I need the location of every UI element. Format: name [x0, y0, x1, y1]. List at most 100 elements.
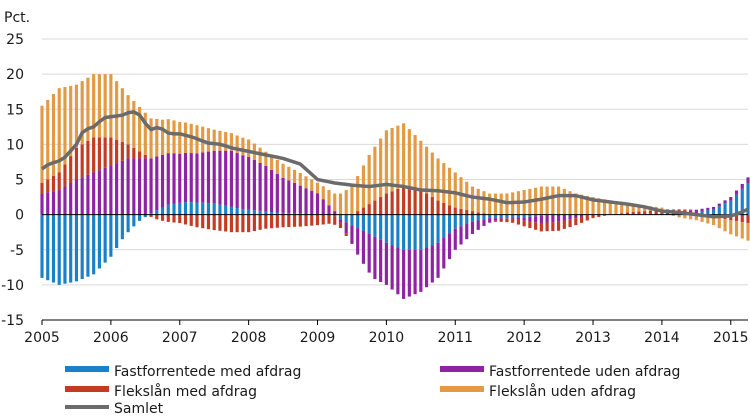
bar-fast-uden: [396, 247, 400, 295]
bar-fast-med: [57, 214, 61, 285]
bar-fast-uden: [172, 153, 176, 204]
bar-fast-med: [189, 202, 193, 215]
bar-flex-med: [247, 214, 251, 233]
bar-fast-uden: [723, 200, 727, 204]
bar-fast-uden: [178, 153, 182, 203]
bar-fast-med: [476, 214, 480, 221]
bar-flex-uden: [694, 214, 698, 221]
bar-flex-med: [625, 212, 630, 215]
bar-fast-uden: [465, 223, 469, 240]
bar-flex-med: [235, 214, 239, 233]
bar-flex-med: [528, 221, 532, 229]
bar-fast-med: [264, 211, 268, 215]
bar-flex-uden: [224, 131, 228, 151]
bar-flex-med: [241, 214, 245, 233]
bar-flex-uden: [585, 195, 589, 215]
gridlines: [42, 38, 748, 321]
bar-fast-med: [69, 214, 73, 283]
bar-flex-med: [149, 214, 153, 217]
bar-flex-uden: [206, 128, 211, 152]
bar-flex-uden: [723, 219, 727, 232]
legend-swatch-fast-med: [65, 366, 109, 372]
bar-flex-med: [430, 197, 434, 215]
bar-fast-med: [160, 207, 165, 215]
bar-flex-uden: [321, 186, 325, 200]
bar-fast-uden: [407, 249, 411, 297]
bar-flex-med: [115, 139, 119, 164]
bar-flex-med: [103, 137, 107, 168]
bar-fast-uden: [80, 177, 84, 215]
bar-flex-med: [683, 209, 687, 211]
bar-fast-med: [270, 212, 274, 215]
bar-fast-uden: [493, 218, 498, 221]
bar-fast-med: [488, 214, 492, 219]
bar-flex-med: [356, 211, 360, 215]
bar-fast-uden: [700, 208, 704, 212]
y-tick-label: 5: [15, 173, 24, 189]
bar-flex-uden: [235, 135, 239, 154]
bar-fast-med: [247, 209, 251, 215]
bar-flex-med: [499, 219, 503, 222]
bar-fast-med: [218, 204, 222, 215]
bar-flex-med: [402, 186, 406, 215]
x-axis: [41, 319, 748, 325]
legend-label-flex-med: Flekslån med afdrag: [114, 383, 257, 400]
bar-flex-med: [407, 187, 411, 215]
bar-flex-med: [419, 190, 423, 215]
bar-flex-med: [562, 220, 566, 229]
x-tick-label: 2011: [437, 330, 473, 346]
bar-flex-uden: [430, 152, 434, 198]
bar-flex-uden: [160, 119, 165, 155]
bar-fast-uden: [224, 150, 228, 206]
bar-fast-uden: [69, 183, 73, 215]
bar-flex-med: [172, 214, 176, 223]
bar-flex-med: [631, 212, 635, 215]
y-tick-label: -15: [1, 313, 24, 329]
bar-fast-med: [178, 202, 182, 215]
bar-fast-uden: [315, 193, 320, 215]
bar-flex-uden: [143, 112, 147, 155]
bar-fast-med: [86, 214, 90, 277]
x-tick-label: 2009: [300, 330, 336, 346]
bar-flex-med: [579, 216, 584, 223]
bar-flex-uden: [247, 139, 251, 158]
bar-flex-med: [183, 214, 188, 225]
bar-fast-uden: [511, 217, 515, 219]
bar-fast-med: [402, 214, 406, 250]
bar-fast-med: [379, 214, 383, 240]
bar-fast-uden: [660, 213, 664, 215]
bar-fast-uden: [551, 215, 555, 223]
bar-flex-uden: [557, 186, 561, 215]
bar-flex-uden: [734, 221, 739, 237]
bar-flex-med: [459, 208, 463, 215]
bar-flex-uden: [178, 122, 182, 154]
bar-flex-uden: [614, 201, 618, 214]
bar-fast-uden: [706, 207, 710, 211]
bar-flex-uden: [625, 204, 630, 213]
bar-flex-uden: [338, 193, 343, 215]
bar-flex-uden: [407, 129, 411, 188]
bar-flex-uden: [57, 88, 61, 173]
bar-flex-uden: [74, 84, 79, 148]
bar-fast-med: [252, 210, 256, 215]
bar-fast-med: [97, 214, 101, 269]
bar-flex-med: [522, 220, 526, 227]
bar-flex-med: [201, 214, 205, 229]
bar-fast-med: [407, 214, 411, 250]
bar-fast-med: [356, 214, 360, 229]
bar-flex-med: [109, 137, 113, 166]
bar-flex-med: [298, 214, 302, 227]
bar-fast-med: [424, 214, 429, 248]
bar-fast-med: [539, 214, 543, 216]
bar-fast-uden: [183, 152, 188, 203]
bar-flex-med: [689, 209, 693, 211]
bar-fast-uden: [86, 174, 90, 215]
bar-flex-uden: [327, 190, 331, 206]
bar-flex-uden: [436, 158, 440, 201]
bar-flex-med: [51, 175, 56, 192]
bar-fast-med: [109, 214, 113, 257]
bar-fast-uden: [270, 169, 274, 213]
bar-flex-uden: [86, 77, 90, 141]
bar-fast-med: [229, 206, 233, 215]
bar-flex-uden: [666, 209, 670, 210]
